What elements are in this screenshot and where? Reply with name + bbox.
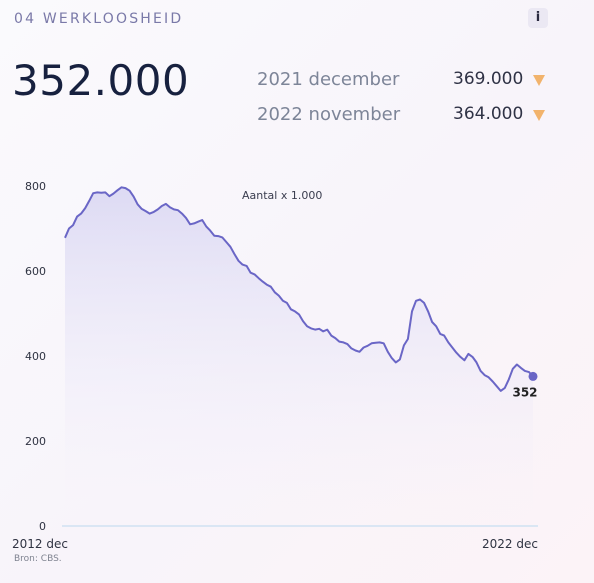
last-point-marker — [528, 371, 538, 381]
unit-annotation: Aantal x 1.000 — [242, 189, 322, 202]
y-tick-label: 0 — [39, 520, 46, 533]
info-button[interactable]: i — [528, 8, 548, 28]
x-tick-label: 2022 dec — [482, 537, 538, 551]
y-tick-label: 200 — [25, 435, 46, 448]
series-line — [64, 186, 534, 392]
series-area — [65, 187, 533, 527]
down-triangle-icon — [533, 110, 545, 121]
comparison-value: 369.000 — [453, 69, 524, 89]
comparison-value: 364.000 — [453, 104, 524, 124]
card-title: 04 WERKLOOSHEID — [14, 11, 184, 27]
comparison-label: 2021 december — [257, 69, 400, 90]
current-value: 352.000 — [12, 56, 190, 105]
y-tick-label: 400 — [25, 350, 46, 363]
down-triangle-icon — [533, 75, 545, 86]
source-note: Bron: CBS. — [14, 554, 62, 564]
comparison-label: 2022 november — [257, 104, 401, 125]
last-value-label: 352 — [512, 385, 537, 399]
x-tick-label: 2012 dec — [12, 537, 68, 551]
y-tick-label: 800 — [25, 180, 46, 193]
y-tick-label: 600 — [25, 265, 46, 278]
